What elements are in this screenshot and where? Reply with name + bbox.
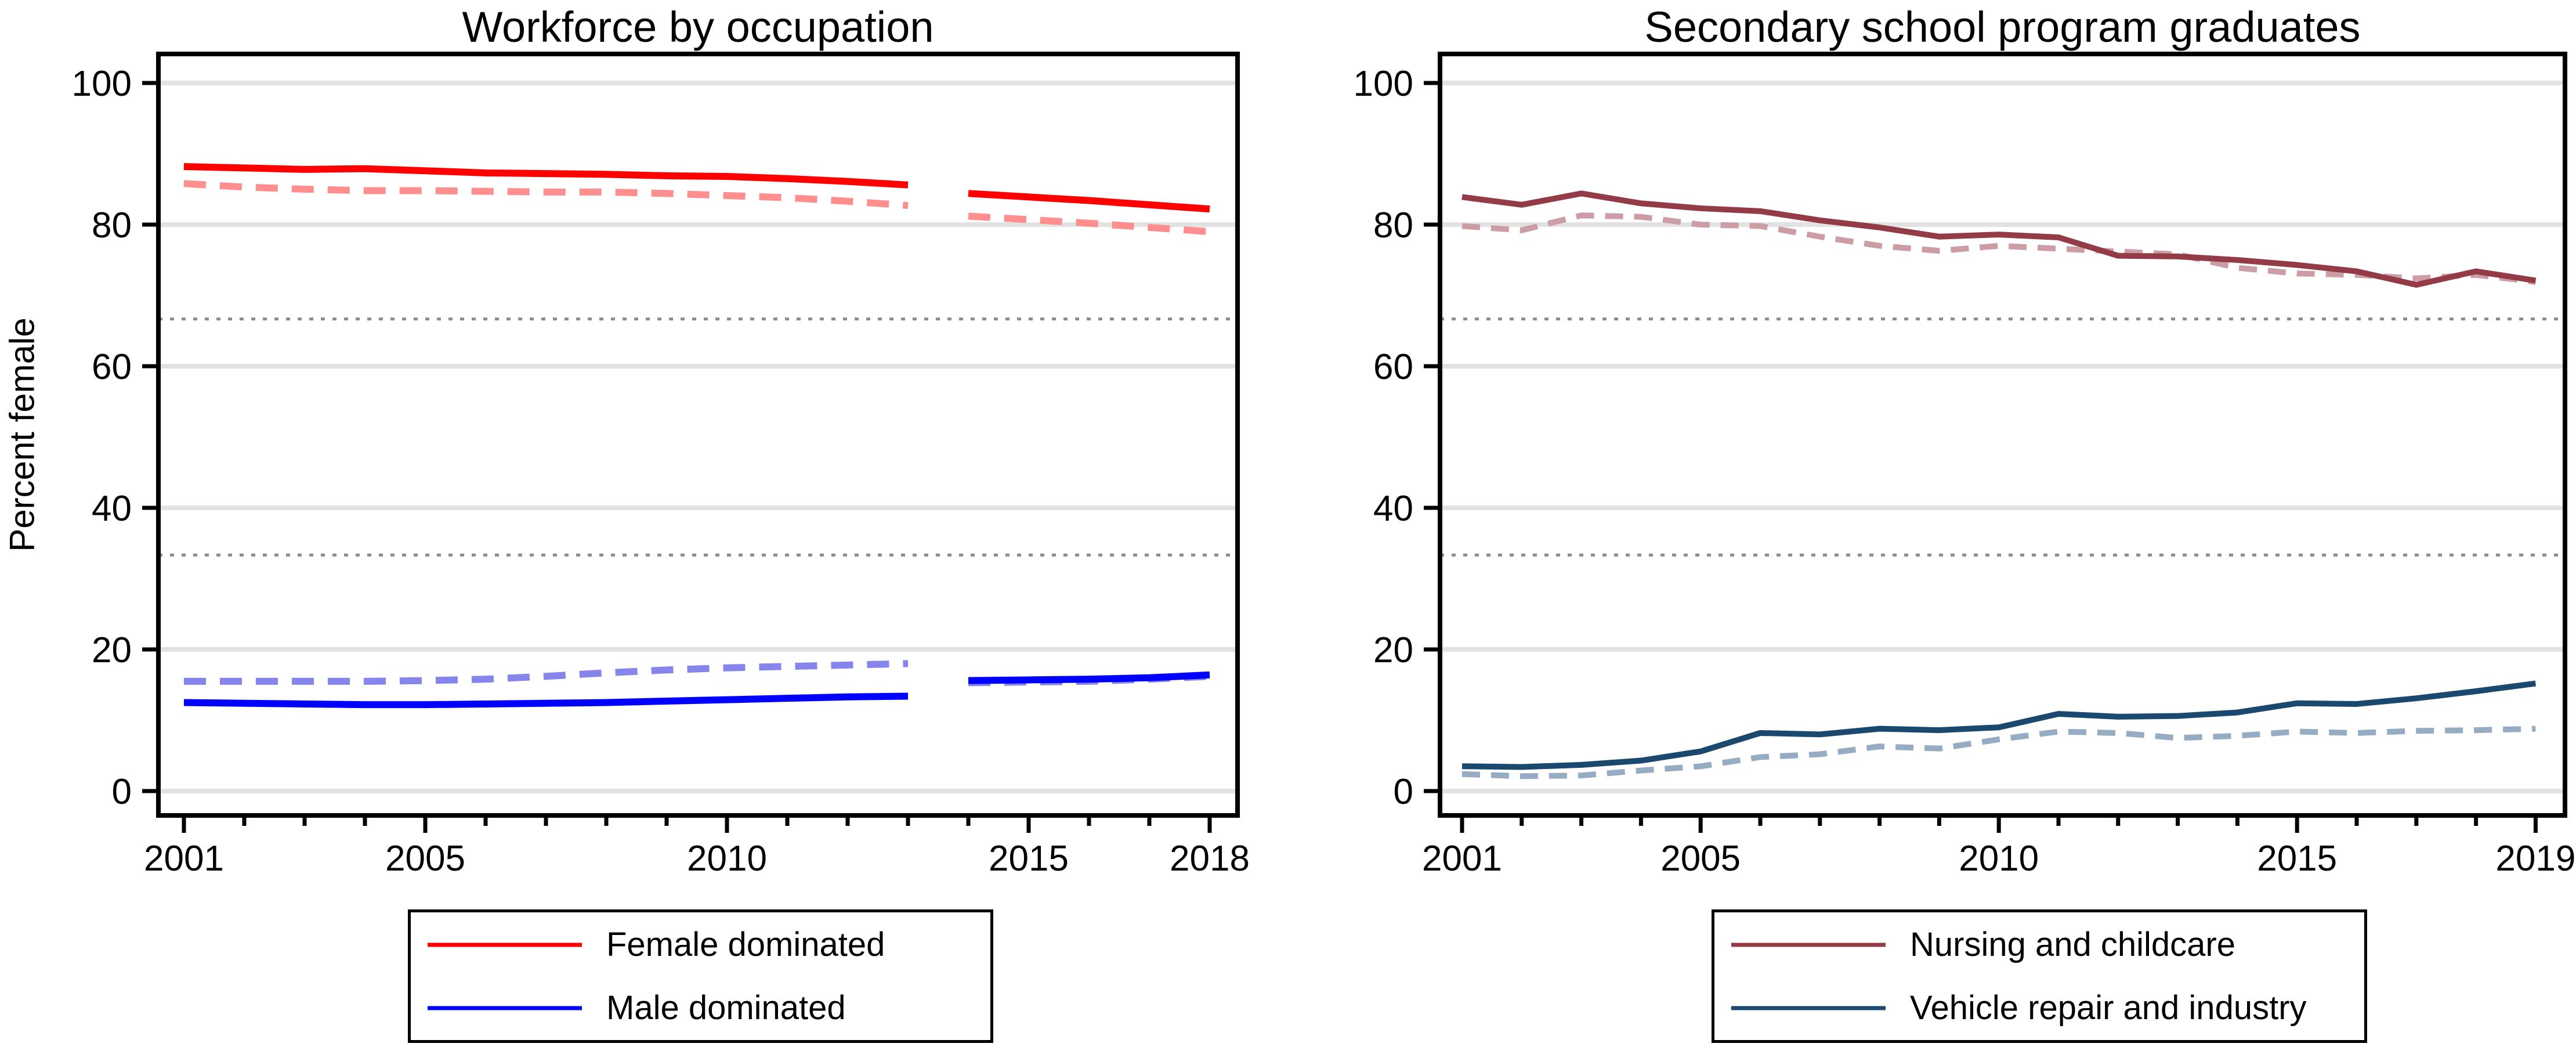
y-tick-label-40: 40: [92, 489, 132, 529]
left-chart-title: Workforce by occupation: [462, 3, 934, 51]
series-line-nursing-and-childcare-dashed: [1461, 212, 2536, 285]
legend-row-vehicle-repair: Vehicle repair and industry: [1730, 988, 2364, 1027]
y-tick-label-20: 20: [1373, 630, 1413, 670]
legend-label: Nursing and childcare: [1910, 926, 2235, 963]
x-tick-label-2019: 2019: [2495, 839, 2575, 879]
y-tick-label-0: 0: [112, 772, 132, 812]
y-tick-label-20: 20: [92, 630, 132, 670]
right-chart-title: Secondary school program graduates: [1644, 3, 2361, 51]
x-tick-label-2010: 2010: [1959, 839, 2039, 879]
series-line-vehicle-repair-and-industry-dashed: [1461, 725, 2536, 779]
x-tick-label-2015: 2015: [989, 839, 1069, 879]
series-line-female-dominated-dashed: [183, 180, 909, 210]
legend-label: Vehicle repair and industry: [1910, 989, 2307, 1027]
x-tick-label-2001: 2001: [1422, 839, 1502, 879]
legend-row-male-dominated: Male dominated: [426, 988, 990, 1027]
y-tick-label-40: 40: [1373, 489, 1413, 529]
vehicle-repair-line-swatch: [1731, 1006, 1886, 1010]
x-tick-label-2005: 2005: [385, 839, 465, 879]
right-legend: Nursing and childcare Vehicle repair and…: [1712, 909, 2367, 1043]
x-tick-label-2018: 2018: [1170, 839, 1250, 879]
series-line-male-dominated-solid: [968, 671, 1210, 684]
series-line-vehicle-repair-and-industry-solid: [1461, 680, 2537, 770]
x-tick-label-2001: 2001: [144, 839, 224, 879]
legend-label: Female dominated: [606, 926, 885, 963]
y-tick-label-80: 80: [1373, 205, 1413, 245]
series-line-nursing-and-childcare-solid: [1461, 190, 2537, 288]
left-legend: Female dominated Male dominated: [408, 909, 993, 1043]
series-line-male-dominated-solid: [183, 692, 909, 709]
y-tick-label-80: 80: [92, 205, 132, 245]
series-line-female-dominated-dashed: [968, 212, 1210, 236]
female-dominated-line-swatch: [428, 943, 582, 947]
y-tick-label-60: 60: [92, 347, 132, 387]
nursing-childcare-line-swatch: [1731, 943, 1886, 947]
legend-label: Male dominated: [606, 989, 846, 1027]
legend-row-female-dominated: Female dominated: [426, 925, 990, 964]
y-tick-label-100: 100: [1354, 64, 1413, 104]
x-tick-label-2010: 2010: [687, 839, 767, 879]
male-dominated-line-swatch: [428, 1006, 582, 1010]
y-axis-label: Percent female: [2, 317, 42, 552]
y-tick-label-0: 0: [1394, 772, 1413, 812]
series-line-female-dominated-solid: [968, 190, 1210, 213]
y-tick-label-60: 60: [1373, 347, 1413, 387]
y-tick-label-100: 100: [72, 64, 132, 104]
series-line-female-dominated-solid: [183, 163, 909, 189]
plot-border: [156, 52, 1240, 818]
x-tick-label-2015: 2015: [2257, 839, 2337, 879]
x-tick-label-2005: 2005: [1660, 839, 1741, 879]
series-line-male-dominated-dashed: [184, 660, 909, 685]
legend-row-nursing-childcare: Nursing and childcare: [1730, 925, 2364, 964]
plot-border: [1438, 52, 2567, 818]
